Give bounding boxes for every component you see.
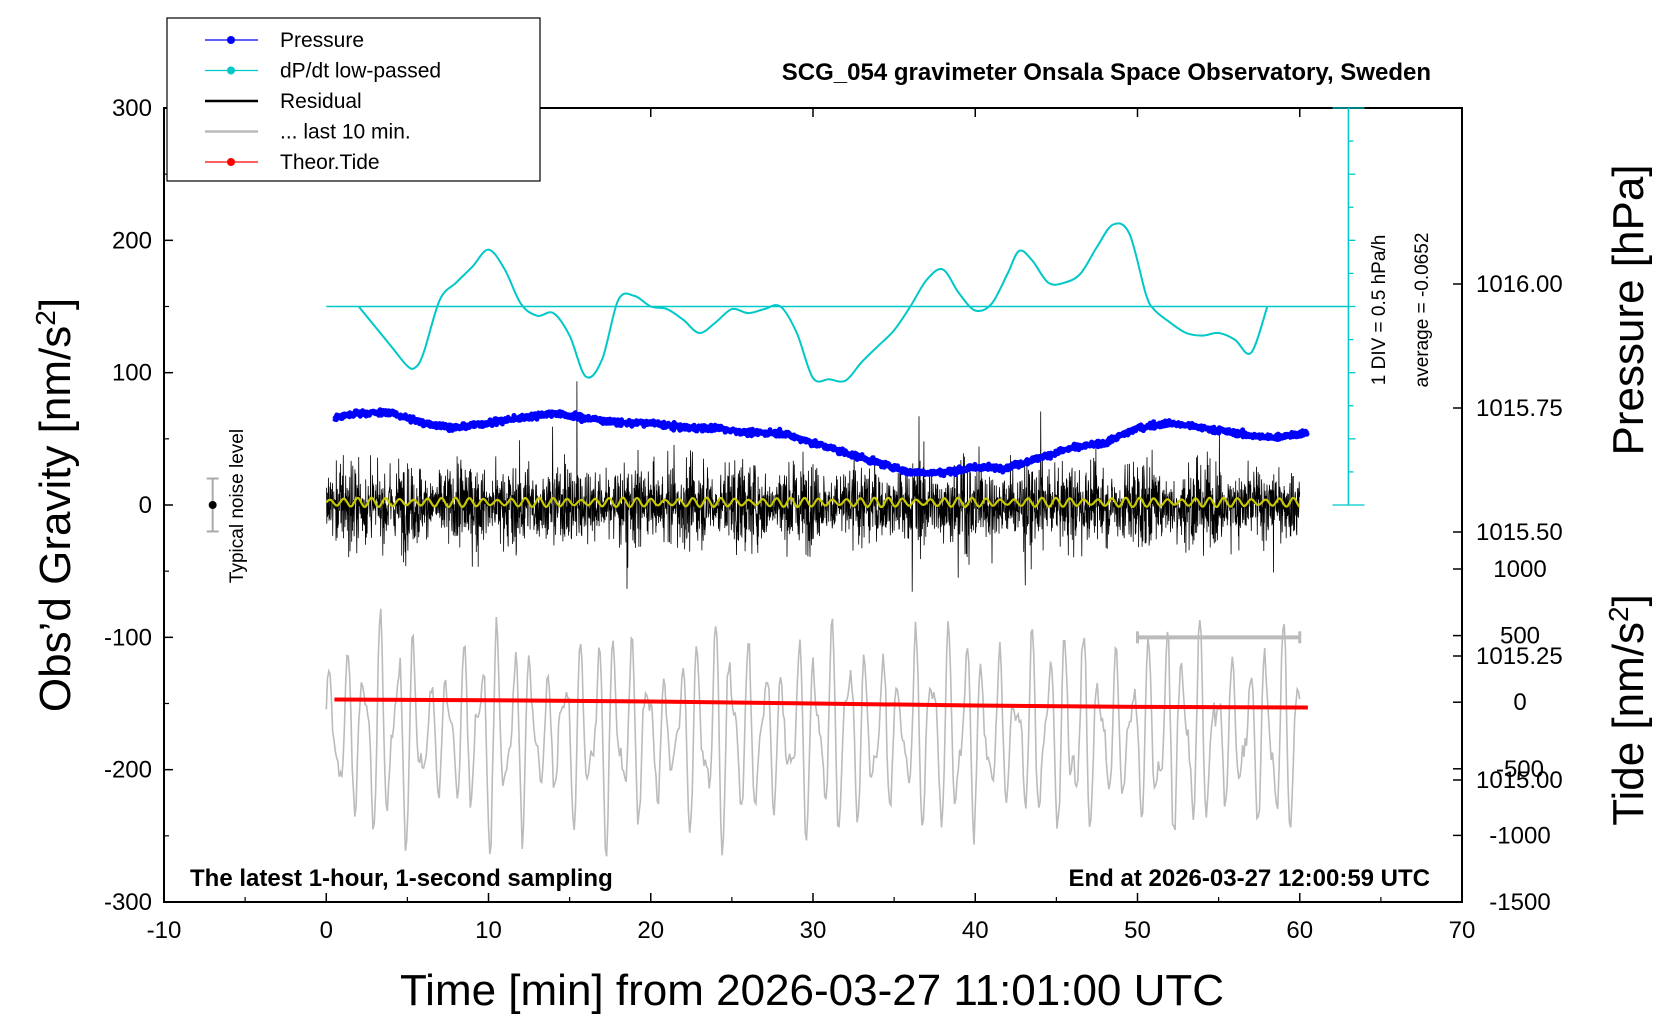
- tide-tick-label: -1500: [1489, 889, 1550, 916]
- annotation-bottom-left: The latest 1-hour, 1-second sampling: [190, 865, 613, 892]
- pressure-tick-label: 1015.25: [1476, 643, 1563, 670]
- legend-box: [166, 17, 541, 182]
- y-tick-label: 300: [112, 95, 152, 122]
- x-tick-label: -10: [147, 917, 182, 944]
- pressure-tick-label: 1015.75: [1476, 395, 1563, 422]
- dpdt-line: [357, 222, 1269, 383]
- tide-tick-label: 500: [1500, 623, 1540, 650]
- y-tick-label: 100: [112, 360, 152, 387]
- legend-swatch-marker: [227, 66, 235, 75]
- pressure-tick-label: 1015.00: [1476, 767, 1563, 794]
- y-tick-label: -300: [104, 889, 152, 916]
- tide-tick-label: -1000: [1489, 822, 1550, 849]
- legend-label: Residual: [280, 90, 362, 113]
- series-residual-filtered: [325, 496, 1301, 509]
- series-last-10-min: [325, 608, 1301, 857]
- tide-tick-label: -500: [1496, 756, 1544, 783]
- pressure-line: [332, 407, 1310, 479]
- x-tick-label: 10: [475, 917, 502, 944]
- dpdt-average-label: average = -0.0652: [1412, 233, 1433, 388]
- series-theor-tide: [334, 697, 1308, 710]
- noise-level-marker: [206, 477, 219, 533]
- series-dpdt-low-passed: [326, 222, 1349, 383]
- noise-dot: [208, 501, 217, 509]
- series-residual: [325, 381, 1301, 592]
- legend: Pressure dP/dt low-passed Residual ... last…: [166, 17, 541, 182]
- legend-label: ... last 10 min.: [280, 121, 411, 144]
- legend-swatch-marker: [227, 36, 235, 44]
- y-tick-label: 200: [112, 227, 152, 254]
- dpdt-scale-label: 1 DIV = 0.5 hPa/h: [1369, 235, 1390, 386]
- x-tick-label: 30: [800, 917, 827, 944]
- legend-label: dP/dt low-passed: [280, 60, 441, 83]
- y-axis-title-tide: Tide [nm/s2]: [1603, 594, 1654, 826]
- dpdt-scale-axis: [1332, 107, 1365, 506]
- pressure-tick-label: 1015.50: [1476, 519, 1563, 546]
- x-tick-label: 40: [962, 917, 989, 944]
- x-tick-label: 70: [1449, 917, 1476, 944]
- series-pressure: [332, 407, 1310, 479]
- x-tick-label: 50: [1124, 917, 1151, 944]
- y-axis-title-left: Obs’d Gravity [nm/s2]: [30, 298, 81, 712]
- y-tick-label: 0: [139, 492, 152, 519]
- y-axis-title-pressure: Pressure [hPa]: [1604, 164, 1653, 455]
- annotation-bottom-right: End at 2026-03-27 12:00:59 UTC: [1069, 865, 1431, 892]
- y-tick-label: -200: [104, 757, 152, 784]
- residual-line: [325, 381, 1301, 592]
- residual-filtered-line: [325, 496, 1301, 509]
- legend-label: Theor.Tide: [280, 151, 380, 174]
- axis-ticks: -10 0 10 20 30 40 50 60 703002001000-100-200-300…: [104, 95, 1563, 944]
- last10-bar: [1136, 631, 1302, 644]
- x-tick-label: 20: [637, 917, 664, 944]
- tide-tick-label: 1000: [1493, 556, 1546, 583]
- x-tick-label: 60: [1286, 917, 1313, 944]
- legend-swatch-marker: [227, 158, 235, 166]
- noise-level-label: Typical noise level: [227, 429, 248, 583]
- x-tick-label: 0: [320, 917, 333, 944]
- pressure-tick-label: 1016.00: [1476, 271, 1563, 298]
- y-tick-label: -100: [104, 624, 152, 651]
- legend-label: Pressure: [280, 29, 364, 52]
- theor-tide-line: [334, 697, 1308, 710]
- tide-tick-label: 0: [1513, 689, 1526, 716]
- x-axis-title: Time [min] from 2026-03-27 11:01:00 UTC: [400, 966, 1224, 1015]
- legend-entries: Pressure dP/dt low-passed Residual ... last…: [205, 29, 441, 174]
- chart-title: SCG_054 gravimeter Onsala Space Observat…: [782, 59, 1431, 86]
- last-10-min-line: [325, 608, 1301, 857]
